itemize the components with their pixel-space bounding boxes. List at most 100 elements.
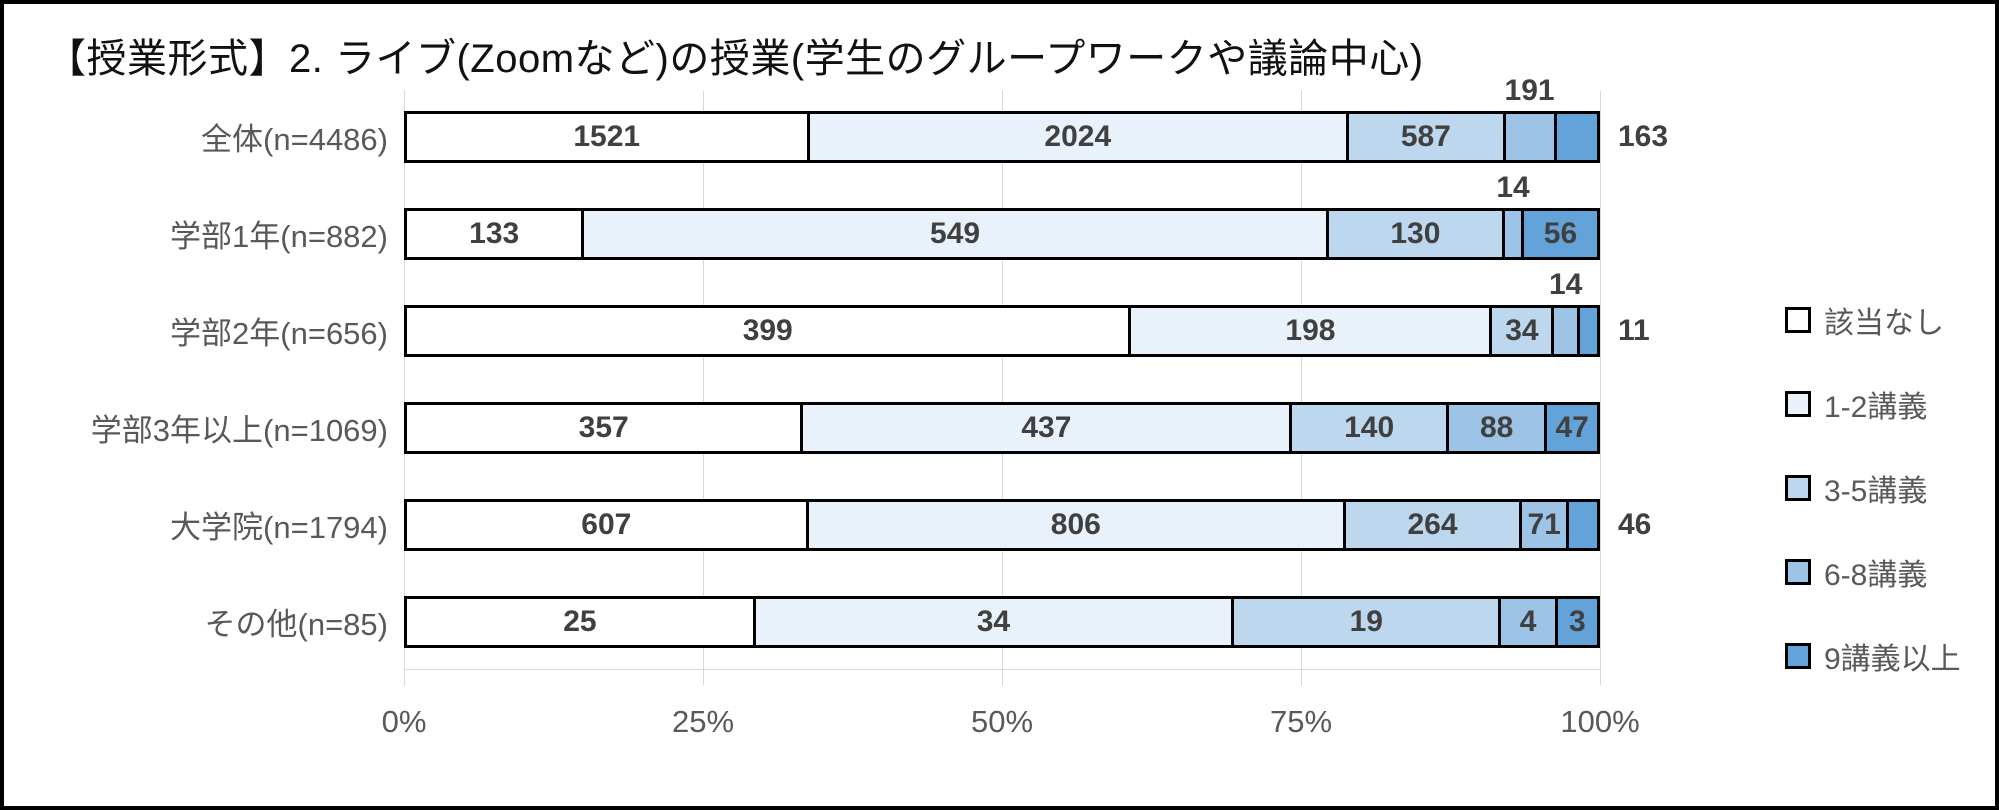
chart-main: 全体(n=4486) 1521 2024 587 191 163 学部1年(n=882) 13… [4, 74, 1995, 806]
value-label: 133 [469, 216, 520, 250]
value-label: 34 [976, 604, 1011, 638]
bar-segment: 4 [1501, 595, 1558, 648]
legend-label: 6-8講義 [1824, 559, 1928, 592]
bar-segment: 2024 [809, 110, 1350, 163]
legend-swatch [1785, 559, 1811, 585]
category-label: その他(n=85) [204, 607, 388, 642]
value-label: 191 [1504, 73, 1555, 107]
bar-segment: 14 [1549, 268, 1582, 357]
legend: 該当なし 1-2講義 3-5講義 6-8講義 9講義以上 [1695, 84, 1995, 806]
value-label: 88 [1479, 410, 1514, 444]
gridline [404, 90, 405, 686]
value-label: 549 [930, 216, 981, 250]
bar-segment: 56 [1524, 207, 1600, 260]
bar-segment: 587 [1349, 110, 1506, 163]
bar-segment: 130 [1328, 207, 1506, 260]
gridline [1600, 90, 1601, 686]
value-label: 2024 [1044, 119, 1112, 153]
value-label: 163 [1618, 119, 1669, 153]
value-label: 56 [1543, 216, 1578, 250]
bar-segment: 71 [1521, 498, 1570, 551]
value-label: 25 [563, 604, 597, 638]
gridline [703, 90, 704, 686]
gridline [1301, 90, 1302, 686]
value-label: 14 [1496, 170, 1530, 204]
category-label: 大学院(n=1794) [170, 510, 388, 545]
x-tick-label: 75% [1269, 704, 1333, 739]
value-label: 19 [1349, 604, 1383, 638]
value-label: 71 [1527, 507, 1561, 541]
bar-row: 学部3年以上(n=1069) 357 437 140 88 47 [4, 379, 1695, 476]
gridlines [404, 90, 1601, 686]
legend-item: 該当なし [1785, 298, 1985, 342]
bar-segment: 25 [404, 595, 756, 648]
bar-row: その他(n=85) 25 34 19 4 3 [4, 573, 1695, 670]
bar-segment [1556, 110, 1600, 163]
value-label: 357 [578, 410, 629, 444]
bar-segment: 191 [1505, 74, 1557, 163]
category-label: 学部3年以上(n=1069) [90, 413, 388, 448]
bar-segment: 140 [1292, 401, 1449, 454]
value-label: 3 [1569, 604, 1586, 638]
value-label: 607 [581, 507, 632, 541]
x-tick-label: 100% [1560, 704, 1640, 739]
legend-item: 9講義以上 [1785, 634, 1985, 678]
x-tick-label: 0% [381, 704, 427, 739]
bar-segment: 264 [1345, 498, 1522, 551]
stacked-bar: 25 34 19 4 3 [404, 595, 1600, 648]
value-label: 1521 [573, 119, 641, 153]
bar-segment: 357 [404, 401, 804, 454]
legend-label: 3-5講義 [1824, 475, 1928, 508]
stacked-bar: 399 198 34 14 11 [404, 268, 1650, 357]
x-tick-label: 25% [671, 704, 735, 739]
legend-label: 該当なし [1824, 307, 1944, 340]
stacked-bar: 1521 2024 587 191 163 [404, 74, 1668, 163]
bar-segment [1579, 304, 1600, 357]
bar-segment: 399 [404, 304, 1132, 357]
axis-baseline [404, 669, 1600, 670]
bar-segment: 133 [404, 207, 585, 260]
bar-segment: 198 [1131, 304, 1493, 357]
bar-segment: 806 [808, 498, 1346, 551]
x-tick-label: 50% [970, 704, 1034, 739]
value-label: 399 [742, 313, 793, 347]
bar-row: 学部1年(n=882) 133 549 130 14 56 [4, 171, 1695, 282]
legend-label: 1-2講義 [1824, 391, 1928, 424]
value-label: 47 [1555, 410, 1589, 444]
bar-segment: 1521 [404, 110, 810, 163]
legend-item: 3-5講義 [1785, 466, 1985, 510]
value-label: 587 [1400, 119, 1451, 153]
bar-row: 全体(n=4486) 1521 2024 587 191 163 [4, 74, 1695, 185]
legend-swatch [1785, 307, 1811, 333]
value-label: 198 [1285, 313, 1336, 347]
stacked-bar: 357 437 140 88 47 [404, 401, 1600, 454]
bar-segment: 34 [1492, 304, 1555, 357]
bar-segment: 437 [803, 401, 1293, 454]
bar-segment: 549 [584, 207, 1329, 260]
bar-segment: 14 [1496, 171, 1530, 260]
value-label: 130 [1390, 216, 1441, 250]
bar-rows: 全体(n=4486) 1521 2024 587 191 163 学部1年(n=882) 13… [4, 74, 1695, 670]
bar-segment: 19 [1234, 595, 1502, 648]
value-label: 14 [1548, 267, 1583, 301]
value-label: 437 [1021, 410, 1072, 444]
bar-segment: 607 [404, 498, 809, 551]
value-label: 4 [1519, 604, 1537, 638]
bar-segment: 88 [1448, 401, 1548, 454]
legend-label: 9講義以上 [1824, 643, 1961, 676]
chart-title: 【授業形式】2. ライブ(Zoomなど)の授業(学生のグループワークや議論中心) [46, 37, 1424, 81]
value-label: 806 [1050, 507, 1101, 541]
bar-segment: 3 [1557, 595, 1600, 648]
stacked-bar: 607 806 264 71 46 [404, 498, 1651, 551]
category-label: 学部2年(n=656) [170, 316, 388, 351]
x-axis: 0% 25% 50% 75% 100% [382, 692, 1640, 762]
stacked-bar: 133 549 130 14 56 [404, 171, 1600, 260]
legend-swatch [1785, 391, 1811, 417]
legend-item: 1-2講義 [1785, 382, 1985, 426]
bars-region: 全体(n=4486) 1521 2024 587 191 163 学部1年(n=882) 13… [4, 74, 1695, 686]
legend-item: 6-8講義 [1785, 550, 1985, 594]
bar-segment: 34 [755, 595, 1235, 648]
legend-swatch [1785, 643, 1811, 669]
gridline [1002, 90, 1003, 686]
